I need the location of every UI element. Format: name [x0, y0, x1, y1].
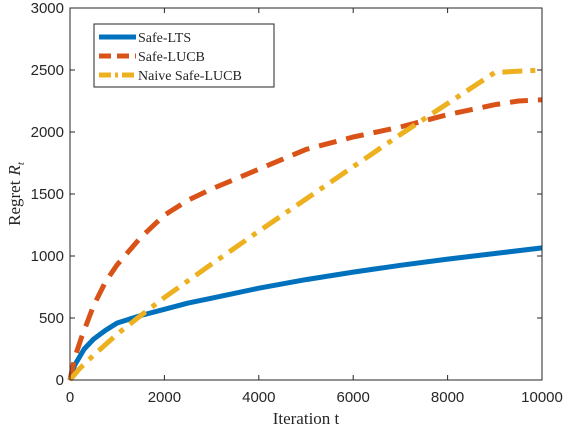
series-layer [67, 67, 543, 382]
x-tick-label: 10000 [521, 389, 563, 406]
y-axis-title: Regret Rt [5, 161, 27, 226]
legend: Safe-LTS Safe-LUCB Naive Safe-LUCB [93, 23, 275, 88]
y-tick-label: 1500 [31, 186, 64, 203]
y-axis-title-symbol: R [5, 165, 24, 177]
legend-label-0: Safe-LTS [138, 31, 191, 46]
x-tick-label: 4000 [242, 389, 275, 406]
series-line-0 [67, 245, 543, 381]
axes-layer [69, 7, 543, 381]
y-tick-label: 3000 [31, 0, 64, 17]
legend-items: Safe-LTS Safe-LUCB Naive Safe-LUCB [99, 31, 242, 84]
x-tick-label: 6000 [337, 389, 370, 406]
legend-label-1: Safe-LUCB [138, 50, 205, 65]
series-line-2 [68, 67, 543, 382]
series-line-1 [67, 97, 543, 381]
y-axis-title-subscript: t [15, 161, 27, 165]
x-tick-label: 2000 [148, 389, 181, 406]
y-tick-label: 0 [56, 372, 64, 389]
x-axis-title: Iteration t [273, 409, 340, 428]
legend-label-2: Naive Safe-LUCB [138, 69, 242, 84]
y-tick-label: 500 [39, 310, 64, 327]
y-tick-label: 2500 [31, 62, 64, 79]
y-tick-label: 1000 [31, 248, 64, 265]
y-axis-title-word: Regret [5, 180, 24, 226]
x-tick-label: 0 [66, 389, 74, 406]
y-tick-label: 2000 [31, 124, 64, 141]
x-tick-label: 8000 [431, 389, 464, 406]
tick-label-layer: 0 2000 4000 6000 8000 10000 0 500 1000 1500 2000 25… [31, 0, 563, 406]
